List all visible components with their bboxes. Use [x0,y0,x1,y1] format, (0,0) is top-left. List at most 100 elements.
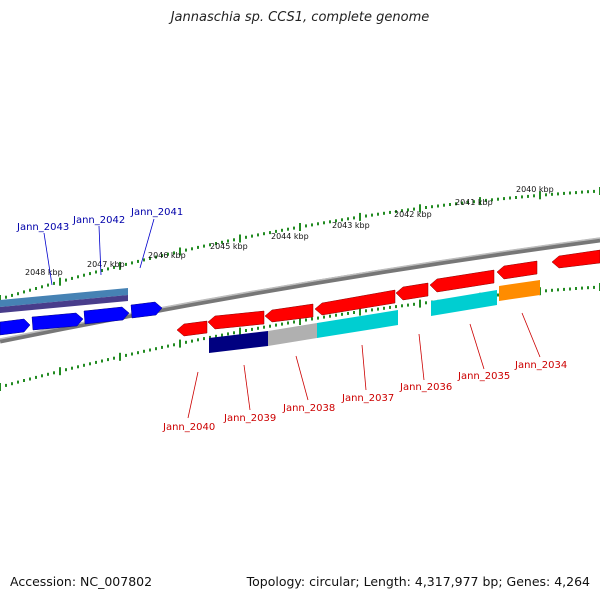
locus-label-jann-2035[interactable]: Jann_2035 [457,371,510,382]
major-tick [0,295,1,303]
locus-label-jann-2040[interactable]: Jann_2040 [162,422,215,433]
minor-tick [593,189,595,193]
forward-annotation-bar-bottom [0,295,128,313]
minor-tick [11,382,13,386]
minor-tick [155,347,157,351]
gene-reverse[interactable] [395,282,429,301]
minor-tick [35,287,37,290]
gene-reverse[interactable] [429,269,495,293]
minor-tick [449,203,451,206]
minor-tick [503,197,505,201]
minor-tick [53,281,55,285]
minor-tick [287,321,289,325]
minor-tick [311,317,313,321]
minor-tick [221,333,223,337]
minor-tick [569,287,571,291]
minor-tick [77,275,79,279]
minor-tick [497,197,499,201]
minor-tick [167,252,169,256]
gene-reverse[interactable] [264,303,314,323]
minor-tick [497,293,499,297]
minor-tick [269,231,271,235]
outer-tick-track [0,187,600,303]
locus-label-jann-2038[interactable]: Jann_2038 [282,403,335,414]
locus-label-jann-2037[interactable]: Jann_2037 [341,393,394,404]
minor-tick [377,212,379,216]
locus-label-jann-2036[interactable]: Jann_2036 [399,382,452,393]
gene-forward[interactable] [31,312,84,331]
minor-tick [341,218,343,222]
minor-tick [347,217,349,221]
minor-tick [47,372,49,376]
minor-tick [329,220,331,224]
locus-label-jann-2039[interactable]: Jann_2039 [223,413,276,424]
annotation-bar [209,331,268,353]
locus-label-jann-2034[interactable]: Jann_2034 [514,360,567,371]
genome-backbone [0,237,600,344]
minor-tick [533,194,535,198]
minor-tick [401,209,403,213]
major-tick [539,191,541,200]
annotation-bar [499,280,540,301]
forward-label-leaders [43,218,155,286]
minor-tick [545,193,547,197]
minor-tick [29,377,31,381]
minor-tick [509,196,511,200]
forward-genes [0,301,163,336]
minor-tick [71,366,73,370]
tick-labels: 2048 kbp 2047 kbp 2046 kbp 2045 kbp 2044… [25,185,554,277]
minor-tick [203,337,205,341]
minor-tick [95,360,97,364]
gene-reverse[interactable] [496,260,538,280]
minor-tick [389,305,391,309]
tick-label: 2046 kbp [148,251,186,260]
minor-tick [191,247,193,251]
minor-tick [527,194,529,198]
reverse-annotation-bars [209,280,540,353]
locus-label-jann-2043[interactable]: Jann_2043 [16,222,69,233]
minor-tick [317,222,319,226]
gene-forward[interactable] [0,318,31,336]
locus-label-jann-2042[interactable]: Jann_2042 [72,215,125,226]
minor-tick [395,305,397,309]
minor-tick [83,273,85,277]
minor-tick [341,312,343,316]
minor-tick [101,359,103,363]
minor-tick [209,243,211,247]
minor-tick [515,196,517,199]
gene-reverse[interactable] [551,249,600,269]
gene-reverse[interactable] [314,289,396,316]
minor-tick [161,345,163,349]
minor-tick [293,320,295,324]
gene-forward[interactable] [83,306,130,325]
minor-tick [383,211,385,215]
minor-tick [581,190,583,194]
minor-tick [557,192,559,196]
minor-tick [65,278,67,282]
locus-label-jann-2041[interactable]: Jann_2041 [130,207,183,218]
minor-tick [203,244,205,248]
minor-tick [233,238,235,242]
gene-reverse[interactable] [207,310,265,330]
minor-tick [551,288,553,292]
major-tick [299,317,301,325]
minor-tick [149,257,151,260]
minor-tick [383,306,385,310]
minor-tick [407,208,409,212]
gene-forward[interactable] [130,301,163,319]
reverse-label-leaders [187,312,541,419]
minor-tick [161,254,163,258]
genome-title: Jannaschia sp. CCS1, complete genome [170,10,430,25]
minor-tick [317,316,319,320]
major-tick [119,352,121,361]
major-tick [239,234,241,243]
gene-reverse[interactable] [176,320,208,337]
major-tick [359,212,361,221]
minor-tick [41,285,43,289]
minor-tick [23,290,25,294]
minor-tick [281,322,283,326]
annotation-bar [268,323,317,346]
major-tick [419,204,421,213]
major-tick [299,223,301,231]
minor-tick [95,270,97,274]
